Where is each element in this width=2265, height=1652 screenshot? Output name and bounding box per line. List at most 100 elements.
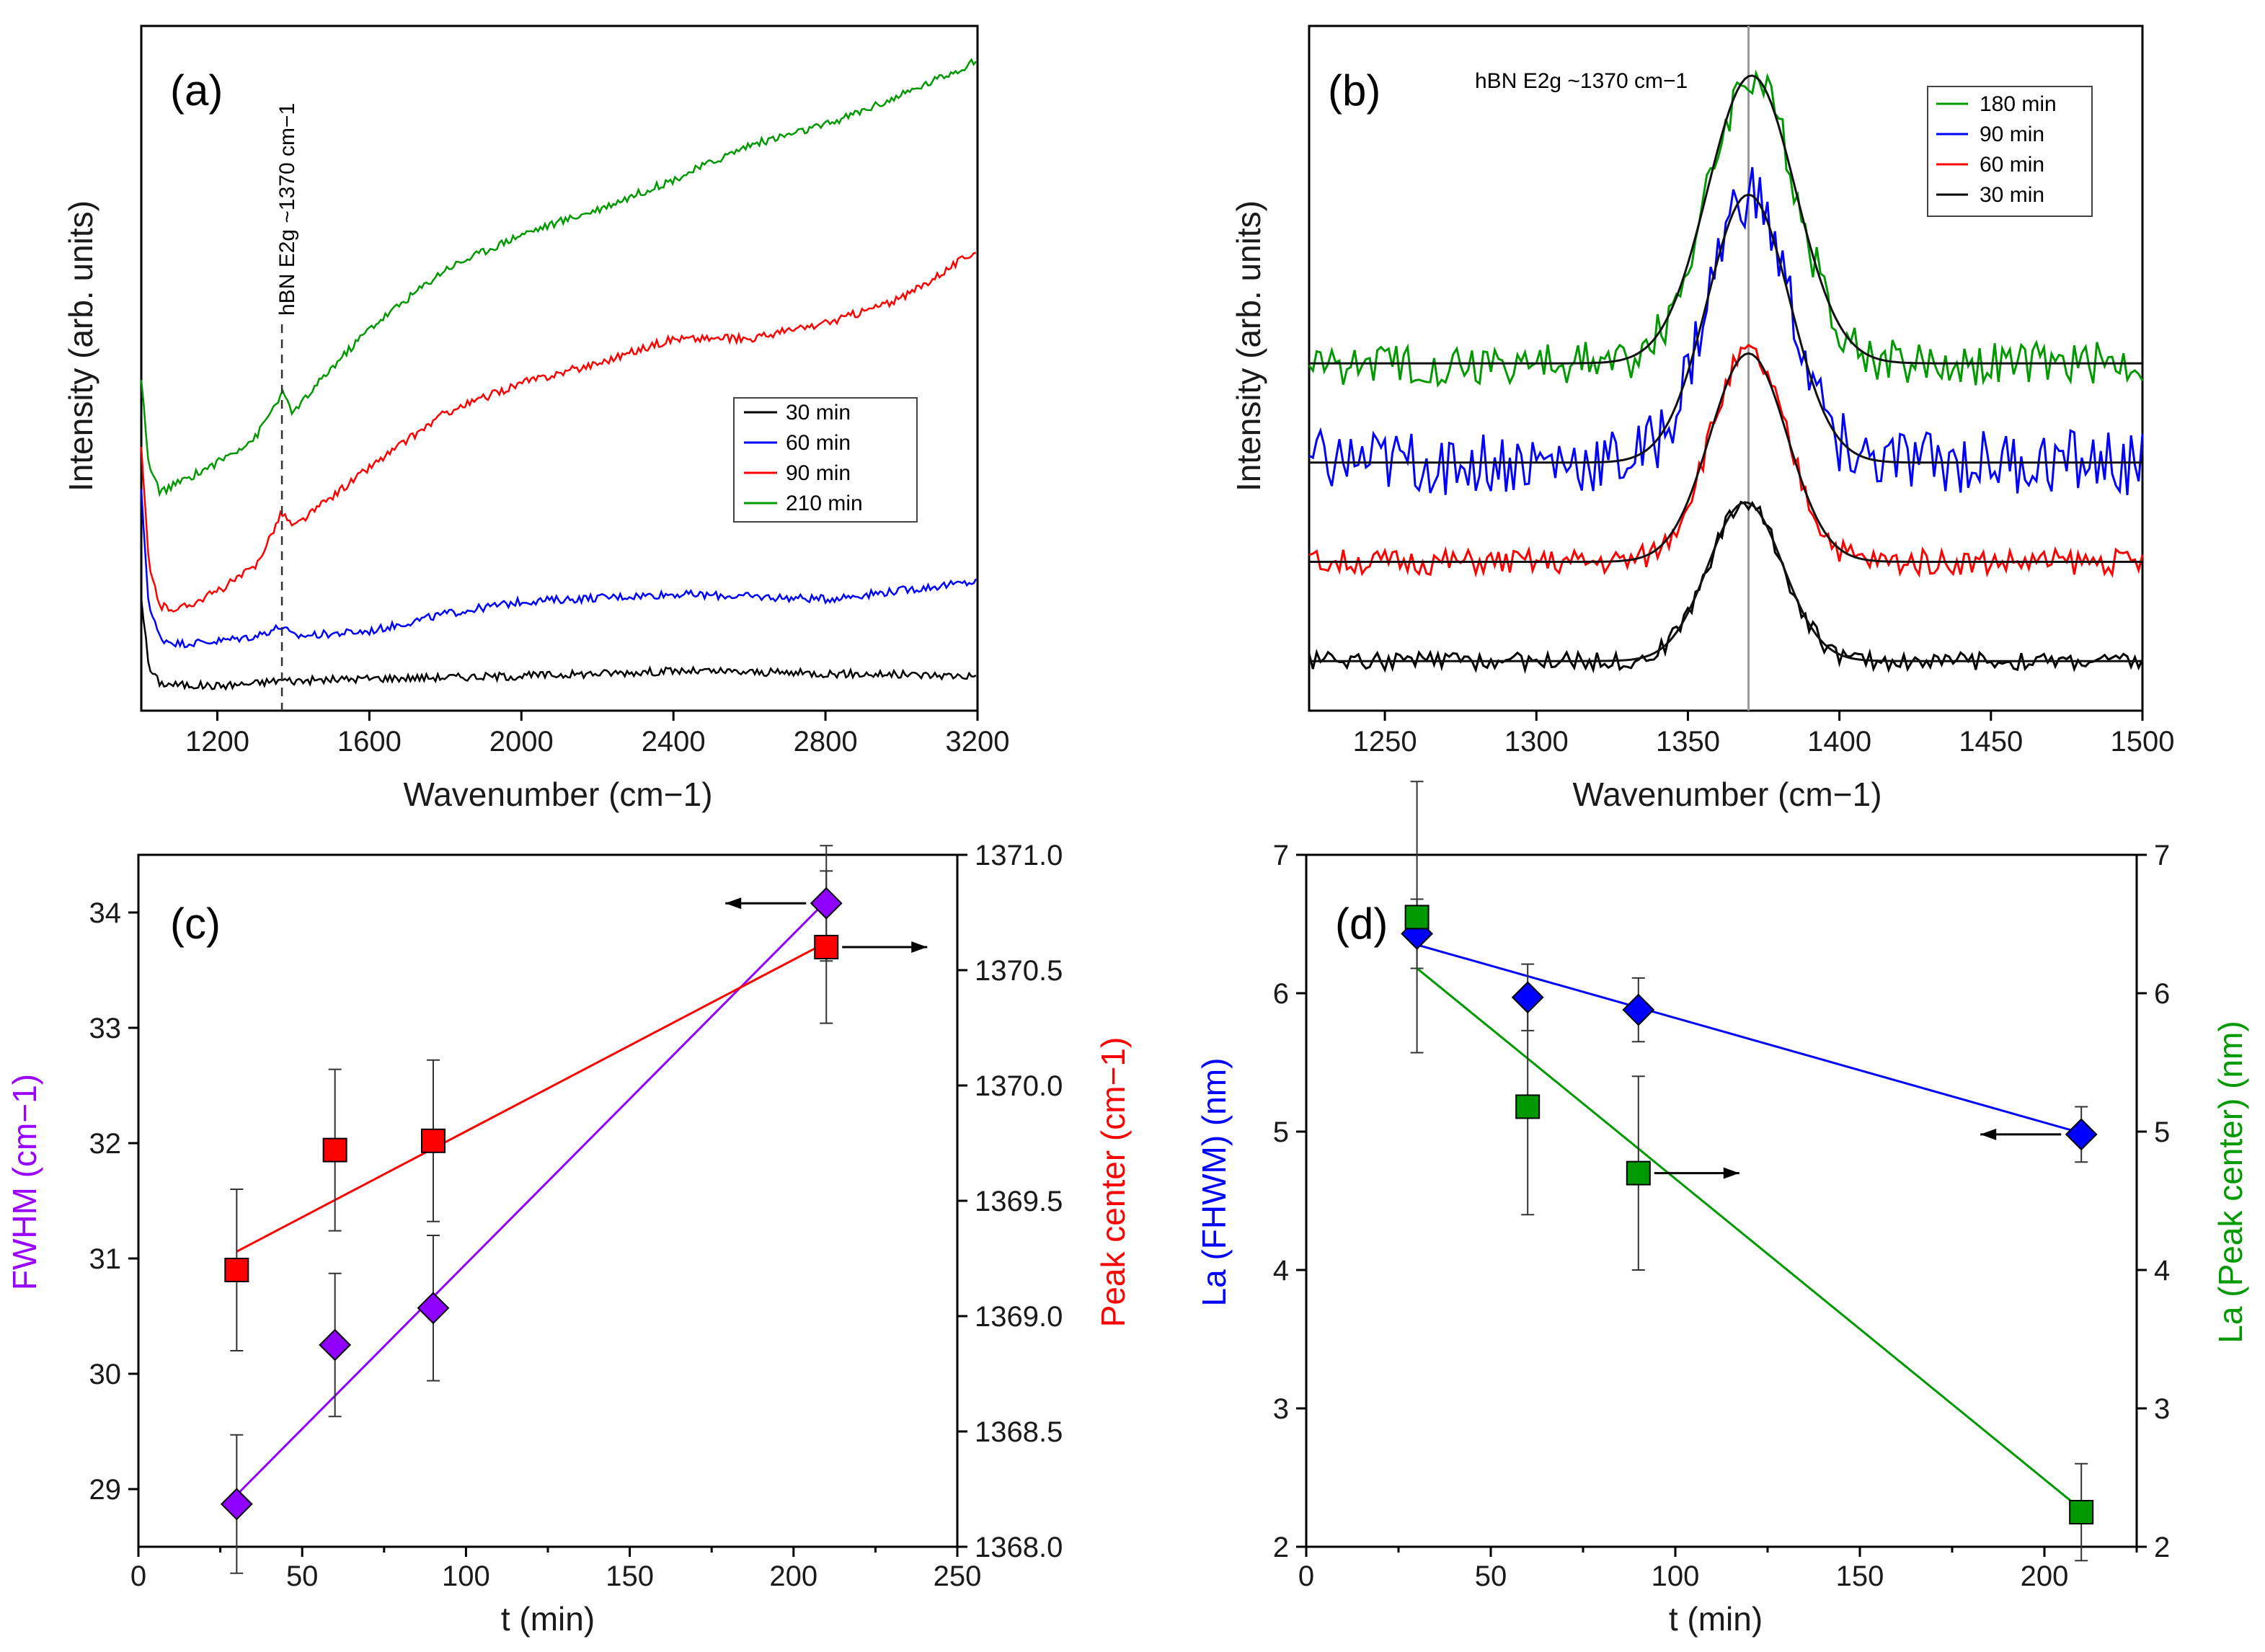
panel-d-square-marker bbox=[1515, 1094, 1541, 1119]
panel-c-square-marker bbox=[420, 1128, 446, 1153]
panel-c-square-marker bbox=[814, 935, 839, 959]
panel-a-x-tick-label: 1200 bbox=[185, 726, 249, 758]
panel-c-right-tick-label: 1370.5 bbox=[975, 955, 1063, 987]
panel-b-frame bbox=[1308, 25, 2144, 712]
panel-c-diamond-marker bbox=[220, 1488, 253, 1521]
panel-c-right-tick-label: 1368.5 bbox=[975, 1416, 1063, 1448]
panel-a-series-line bbox=[140, 58, 977, 497]
panel-b: (b) Wavenumber (cm−1) Intensity (arb. un… bbox=[1230, 25, 2175, 813]
panel-d-left-tick-label: 2 bbox=[1273, 1532, 1289, 1563]
panel-a-x-tick-label: 1600 bbox=[337, 726, 402, 758]
panel-b-legend-60min: 60 min bbox=[1980, 153, 2044, 177]
panel-d-square-marker bbox=[1626, 1160, 1651, 1186]
panel-c-right-tick-label: 1371.0 bbox=[975, 840, 1063, 871]
panel-b-fit-line bbox=[1309, 352, 2142, 563]
panel-a-x-tick-label: 2000 bbox=[489, 726, 554, 758]
panel-a-legend-30min: 30 min bbox=[786, 401, 851, 425]
panel-c-left-tick-label: 34 bbox=[89, 897, 122, 929]
panel-d-x-axis-label: t (min) bbox=[1669, 1600, 1763, 1638]
panel-d-frame bbox=[1305, 853, 2138, 1548]
panel-c-square-marker bbox=[322, 1137, 347, 1163]
panel-b-x-tick-label: 1350 bbox=[1656, 726, 1720, 758]
panel-b-peak-annotation: hBN E2g ~1370 cm−1 bbox=[1475, 69, 1688, 93]
panel-d-left-tick-label: 7 bbox=[1273, 840, 1289, 871]
panel-c-x-tick-label: 100 bbox=[442, 1560, 490, 1592]
panel-c-right-tick-label: 1369.0 bbox=[975, 1301, 1063, 1333]
panel-d-right-tick-label: 3 bbox=[2154, 1393, 2170, 1425]
panel-d-left-tick-label: 5 bbox=[1273, 1116, 1289, 1148]
panel-d-left-axis-label: La (FHWM) (nm) bbox=[1195, 1058, 1233, 1307]
panel-d-right-tick-label: 7 bbox=[2154, 840, 2170, 871]
panel-b-legend-90min: 90 min bbox=[1980, 123, 2044, 146]
panel-d-square-marker bbox=[2069, 1500, 2094, 1524]
panel-c-left-axis-arrow-head bbox=[725, 897, 742, 910]
panel-b-fit-line bbox=[1309, 193, 2142, 464]
panel-a-legend-90min: 90 min bbox=[786, 461, 851, 485]
panel-b-series-line bbox=[1308, 166, 2144, 496]
panel-b-x-tick-label: 1300 bbox=[1504, 726, 1569, 758]
panel-a-series-line bbox=[140, 252, 977, 613]
panel-b-x-tick-label: 1500 bbox=[2111, 726, 2175, 758]
panel-c-right-tick-label: 1368.0 bbox=[975, 1532, 1063, 1563]
panel-c-left-axis-label: FWHM (cm−1) bbox=[6, 1074, 43, 1290]
panel-d-x-tick-label: 200 bbox=[2021, 1560, 2069, 1592]
panel-a-frame bbox=[140, 25, 979, 712]
panel-c-x-tick-label: 0 bbox=[130, 1560, 146, 1592]
panel-b-x-tick-label: 1250 bbox=[1353, 726, 1417, 758]
panel-c-x-tick-label: 50 bbox=[286, 1560, 319, 1592]
panel-c-label: (c) bbox=[170, 900, 221, 948]
panel-c-x-tick-label: 150 bbox=[606, 1560, 654, 1592]
panel-b-legend: 180 min 90 min 60 min 30 min bbox=[1927, 86, 2093, 217]
panel-c-right-axis-arrow-head bbox=[911, 941, 928, 953]
panel-b-x-tick-label: 1450 bbox=[1959, 726, 2023, 758]
panel-b-x-tick-label: 1400 bbox=[1807, 726, 1871, 758]
panel-b-series-line bbox=[1308, 500, 2144, 675]
panel-d-x-tick-label: 100 bbox=[1652, 1560, 1700, 1592]
panel-a-legend-60min: 60 min bbox=[786, 431, 851, 455]
panel-c-x-tick-label: 250 bbox=[934, 1560, 982, 1592]
panel-a-x-tick-label: 2400 bbox=[642, 726, 706, 758]
panel-d-right-axis-label: La (Peak center) (nm) bbox=[2212, 1021, 2249, 1343]
panel-c-x-tick-label: 200 bbox=[769, 1560, 817, 1592]
panel-d-right-tick-label: 6 bbox=[2154, 978, 2170, 1010]
panel-c-right-tick-label: 1369.5 bbox=[975, 1186, 1063, 1217]
panel-d-left-tick-label: 3 bbox=[1273, 1393, 1289, 1425]
panel-d: (d) t (min) La (FHWM) (nm) La (Peak cent… bbox=[1195, 781, 2249, 1638]
panel-a-series-line bbox=[140, 489, 978, 649]
panel-d-left-tick-label: 4 bbox=[1273, 1255, 1289, 1287]
panel-c-left-tick-label: 33 bbox=[89, 1013, 122, 1044]
panel-d-fit-line bbox=[1416, 967, 2083, 1511]
panel-b-x-axis-label: Wavenumber (cm−1) bbox=[1572, 776, 1881, 813]
panel-b-legend-30min: 30 min bbox=[1980, 183, 2044, 207]
panel-b-fit-line bbox=[1309, 501, 2142, 662]
panel-a-legend: 30 min 60 min 90 min 210 min bbox=[733, 397, 918, 523]
panel-c-left-tick-label: 29 bbox=[89, 1474, 122, 1506]
panel-a-peak-annotation: hBN E2g ~1370 cm−1 bbox=[275, 103, 299, 316]
panel-a-legend-box bbox=[733, 397, 918, 523]
panel-b-legend-180min: 180 min bbox=[1980, 92, 2057, 116]
panel-c-right-axis-label: Peak center (cm−1) bbox=[1094, 1037, 1132, 1328]
panel-b-fit-line bbox=[1309, 74, 2142, 365]
panel-d-right-axis-arrow-head bbox=[1723, 1167, 1739, 1179]
panel-d-x-tick-label: 150 bbox=[1836, 1560, 1884, 1592]
panel-a-legend-210min: 210 min bbox=[786, 492, 863, 515]
panel-c-diamond-marker bbox=[417, 1292, 450, 1325]
panel-c-left-tick-label: 31 bbox=[89, 1243, 122, 1275]
panel-d-left-axis-arrow-head bbox=[1980, 1128, 1997, 1140]
panel-c-diamond-marker bbox=[810, 887, 843, 920]
panel-a-label: (a) bbox=[170, 66, 223, 115]
panel-d-x-tick-label: 0 bbox=[1298, 1560, 1314, 1592]
panel-a-x-axis-label: Wavenumber (cm−1) bbox=[403, 776, 712, 813]
panel-a-y-axis-label: Intensity (arb. units) bbox=[62, 200, 99, 492]
panel-c-x-axis-label: t (min) bbox=[501, 1600, 595, 1638]
panel-c-left-tick-label: 32 bbox=[89, 1128, 122, 1160]
panel-c-left-tick-label: 30 bbox=[89, 1359, 122, 1390]
panel-d-right-tick-label: 5 bbox=[2154, 1116, 2170, 1148]
panel-d-diamond-marker bbox=[1511, 981, 1544, 1014]
panel-c-right-tick-label: 1370.0 bbox=[975, 1070, 1063, 1102]
panel-a-series-line bbox=[140, 598, 977, 691]
panel-d-x-tick-label: 50 bbox=[1475, 1560, 1507, 1592]
panel-d-right-tick-label: 2 bbox=[2154, 1532, 2170, 1563]
panel-b-y-axis-label: Intensity (arb. units) bbox=[1230, 200, 1267, 492]
